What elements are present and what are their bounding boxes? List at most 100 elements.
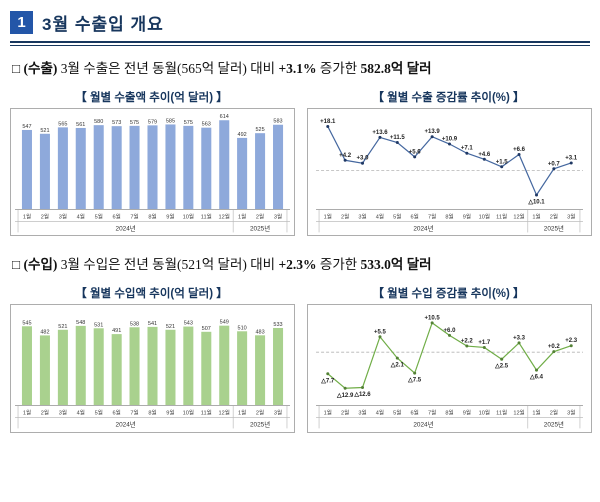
export-growth-chart: 【 월별 수출 증감률 추이(%) 】 +18.1 +4.2 +3.0 +13.6 +1…	[307, 89, 592, 237]
svg-text:11월: 11월	[201, 409, 212, 417]
svg-text:△7.7: △7.7	[320, 377, 335, 384]
export-label: (수출)	[23, 61, 58, 76]
svg-text:483: 483	[255, 330, 264, 336]
svg-text:+0.2: +0.2	[548, 344, 561, 350]
svg-text:+2.3: +2.3	[565, 338, 578, 344]
svg-text:575: 575	[130, 120, 139, 126]
svg-text:△12.9: △12.9	[336, 392, 354, 399]
export-amount-chart-title: 【 월별 수출액 추이(억 달러) 】	[75, 91, 228, 104]
svg-text:+13.9: +13.9	[425, 129, 441, 135]
import-amount: 533.0억 달러	[360, 257, 432, 273]
svg-text:2024년: 2024년	[413, 223, 433, 232]
import-growth-chart: 【 월별 수입 증감률 추이(%) 】 △7.7 △12.9 △12.6 +5.5 △2…	[307, 285, 592, 433]
import-body: 3월 수입은 전년 동월(521억 달러) 대비	[60, 257, 276, 273]
svg-text:2024년: 2024년	[116, 223, 136, 232]
export-bullet: □	[12, 61, 21, 76]
svg-text:+5.6: +5.6	[409, 149, 422, 155]
svg-text:3월: 3월	[274, 409, 282, 417]
header: 1 3월 수출입 개요	[10, 10, 590, 35]
svg-text:521: 521	[58, 324, 67, 330]
svg-text:583: 583	[273, 119, 282, 125]
svg-text:580: 580	[94, 119, 103, 125]
export-amount: 582.8억 달러	[360, 61, 432, 76]
svg-text:531: 531	[94, 322, 103, 328]
svg-text:10월: 10월	[183, 212, 194, 220]
svg-text:3월: 3월	[358, 212, 366, 220]
svg-text:1월: 1월	[238, 409, 246, 417]
export-growth-rate: +3.1%	[278, 61, 317, 76]
svg-text:2025년: 2025년	[544, 223, 564, 232]
svg-text:5월: 5월	[393, 409, 401, 417]
svg-text:+6.6: +6.6	[513, 147, 526, 153]
svg-text:482: 482	[40, 330, 49, 336]
svg-text:1월: 1월	[532, 212, 540, 220]
svg-text:+10.9: +10.9	[442, 136, 458, 142]
svg-text:6월: 6월	[411, 212, 419, 220]
svg-text:+3.1: +3.1	[565, 155, 578, 161]
svg-text:+13.6: +13.6	[372, 130, 388, 136]
svg-text:492: 492	[238, 132, 247, 138]
svg-text:548: 548	[76, 320, 85, 326]
svg-text:2024년: 2024년	[116, 420, 136, 429]
svg-text:2월: 2월	[550, 409, 558, 417]
svg-text:3월: 3월	[567, 212, 575, 220]
svg-text:12월: 12월	[219, 212, 230, 220]
svg-text:1월: 1월	[532, 409, 540, 417]
svg-text:5월: 5월	[95, 409, 103, 417]
svg-text:1월: 1월	[238, 212, 246, 220]
svg-text:4월: 4월	[77, 212, 85, 220]
svg-text:6월: 6월	[411, 409, 419, 417]
svg-text:+0.7: +0.7	[548, 161, 561, 167]
import-summary-text: □ (수입) 3월 수입은 전년 동월(521억 달러) 대비 +2.3% 증가…	[12, 256, 588, 275]
export-growth-chart-title: 【 월별 수출 증감률 추이(%) 】	[372, 91, 525, 104]
svg-text:12월: 12월	[513, 409, 524, 417]
svg-text:547: 547	[22, 124, 31, 130]
svg-text:533: 533	[273, 322, 282, 328]
svg-text:543: 543	[184, 321, 193, 327]
import-amount-bar-chart: 545 482 521 548 531 491 538 541 521 543 507 549 510 4…	[10, 304, 295, 433]
svg-text:1월: 1월	[324, 212, 332, 220]
svg-text:545: 545	[22, 320, 31, 326]
export-amount-bar-chart: 547 521 565 561 580 573 575 579 585 575 563 614 492 5…	[10, 107, 295, 237]
svg-text:7월: 7월	[428, 409, 436, 417]
page: 1 3월 수출입 개요 □ (수출) 3월 수출은 전년 동월(565억 달러)…	[10, 10, 592, 433]
svg-text:573: 573	[112, 120, 121, 126]
svg-text:525: 525	[255, 127, 264, 133]
svg-text:11월: 11월	[496, 409, 507, 417]
svg-text:5월: 5월	[95, 212, 103, 220]
svg-text:+2.2: +2.2	[461, 339, 474, 345]
svg-text:△7.5: △7.5	[407, 377, 422, 384]
import-body-2: 증가한	[319, 257, 358, 273]
svg-text:2월: 2월	[41, 409, 49, 417]
svg-text:+18.1: +18.1	[320, 119, 336, 125]
svg-text:+5.5: +5.5	[374, 330, 387, 336]
import-growth-chart-title: 【 월별 수입 증감률 추이(%) 】	[372, 288, 525, 301]
svg-text:+3.0: +3.0	[357, 156, 370, 162]
svg-text:1월: 1월	[324, 409, 332, 417]
svg-text:3월: 3월	[274, 212, 282, 220]
svg-text:3월: 3월	[358, 409, 366, 417]
svg-text:+1.5: +1.5	[496, 159, 509, 165]
svg-text:10월: 10월	[183, 409, 194, 417]
svg-text:5월: 5월	[393, 212, 401, 220]
export-body-2: 증가한	[319, 61, 358, 76]
export-amount-chart: 【 월별 수출액 추이(억 달러) 】 547 521 565 561 580 573 57…	[10, 89, 295, 237]
svg-text:△2.5: △2.5	[494, 363, 509, 370]
export-charts-row: 【 월별 수출액 추이(억 달러) 】 547 521 565 561 580 573 57…	[10, 89, 592, 237]
svg-text:+7.1: +7.1	[461, 146, 474, 152]
import-amount-chart: 【 월별 수입액 추이(억 달러) 】 545 482 521 548 531 491 53…	[10, 285, 295, 433]
svg-text:9월: 9월	[166, 212, 174, 220]
svg-text:3월: 3월	[567, 409, 575, 417]
svg-text:2월: 2월	[41, 212, 49, 220]
section-number-badge: 1	[10, 11, 33, 34]
import-amount-chart-title: 【 월별 수입액 추이(억 달러) 】	[75, 288, 228, 301]
svg-text:8월: 8월	[148, 409, 156, 417]
svg-text:2025년: 2025년	[544, 420, 564, 429]
svg-text:+4.6: +4.6	[478, 152, 491, 158]
import-growth-line-chart: △7.7 △12.9 △12.6 +5.5 △2.1 △7.5 +10.5+6.0 +2.2 +…	[307, 304, 592, 433]
svg-text:8월: 8월	[445, 409, 453, 417]
import-bullet: □	[12, 257, 21, 273]
svg-text:1월: 1월	[23, 409, 31, 417]
svg-text:575: 575	[184, 120, 193, 126]
svg-text:2025년: 2025년	[250, 420, 270, 429]
